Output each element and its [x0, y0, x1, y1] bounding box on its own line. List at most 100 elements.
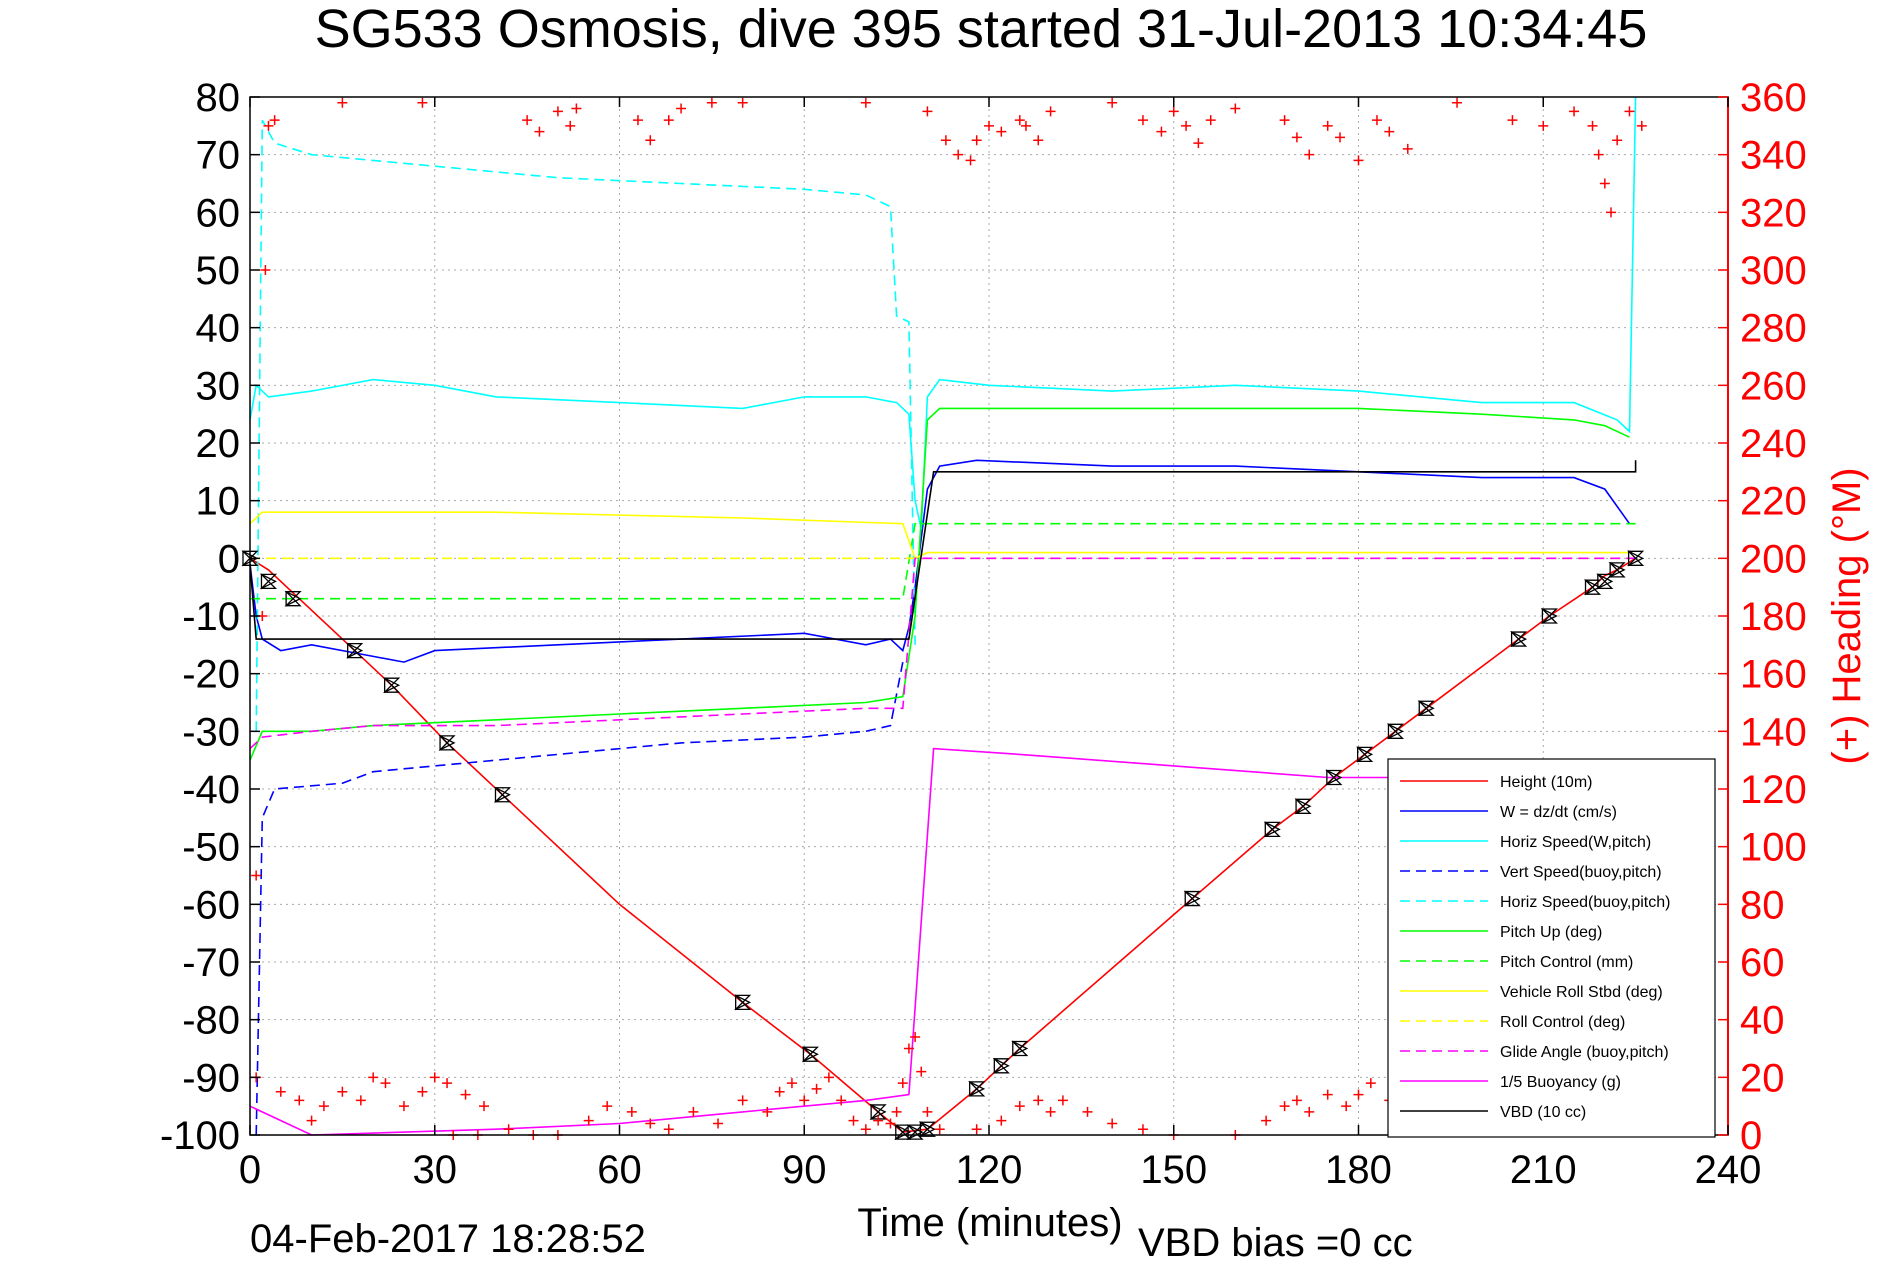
heading-point: [1402, 143, 1413, 154]
right-axis-label: (+) Heading (°M): [1825, 467, 1869, 764]
waypoint-marker: [1386, 723, 1405, 740]
legend-label: Glide Angle (buoy,pitch): [1500, 1044, 1669, 1061]
heading-point: [1033, 135, 1044, 146]
y-tick-label: -100: [160, 1114, 240, 1158]
heading-point: [417, 97, 428, 108]
waypoint-marker: [1583, 579, 1602, 596]
legend-box: [1387, 758, 1716, 1138]
series-line-6: [250, 522, 1636, 600]
legend-label: VBD (10 cc): [1500, 1104, 1586, 1121]
heading-point: [1230, 103, 1241, 114]
waypoint-marker: [346, 642, 364, 659]
waypoint-marker: [1263, 821, 1281, 838]
heading-point: [916, 1066, 927, 1077]
series-line-2: [249, 96, 1637, 530]
heading-point: [836, 1095, 847, 1106]
heading-point: [626, 1106, 637, 1117]
y2-tick-label: 260: [1740, 364, 1807, 408]
x-axis-ticks: 0 30 60 90 120 150 180 210 240: [239, 97, 1761, 1192]
y2-tick-label: 280: [1740, 307, 1807, 351]
series-line-10: [249, 747, 1636, 1136]
y-tick-label: -90: [182, 1056, 240, 1100]
x-axis-label: Time (minutes): [857, 1201, 1122, 1245]
heading-point: [1014, 115, 1025, 126]
heading-point: [971, 135, 982, 146]
heading-point: [1322, 120, 1333, 131]
heading-point: [965, 155, 976, 166]
y2-tick-label: 120: [1740, 768, 1807, 812]
y2-tick-label: 140: [1740, 710, 1807, 754]
y2-tick-label: 180: [1740, 595, 1807, 639]
heading-point: [337, 97, 348, 108]
heading-point: [1291, 1095, 1302, 1106]
heading-point: [984, 120, 994, 131]
waypoint-marker: [1011, 1040, 1029, 1057]
heading-point: [429, 1072, 440, 1083]
series-line-4: [255, 119, 916, 732]
heading-point: [534, 126, 545, 137]
heading-point: [460, 1089, 471, 1100]
heading-point: [1353, 1089, 1364, 1100]
right-axis-ticks: 0 20 40 60 80 100 120 140 160 180 200 220 240 260 280 3…: [1718, 76, 1807, 1158]
series-line-11: [249, 460, 1637, 640]
x-tick-label: 30: [413, 1148, 458, 1192]
heading-point: [663, 1124, 674, 1135]
legend-label: 1/5 Buoyancy (g): [1500, 1074, 1621, 1091]
heading-point: [503, 1124, 514, 1135]
waypoint-marker: [734, 994, 752, 1011]
heading-point: [1261, 1115, 1272, 1126]
heading-point: [762, 1106, 773, 1117]
waypoint-marker: [1540, 607, 1558, 625]
heading-point: [1569, 106, 1580, 117]
y2-tick-label: 340: [1740, 134, 1807, 178]
y-tick-label: 10: [196, 480, 241, 524]
y-tick-label: 30: [196, 364, 241, 408]
heading-point: [318, 1101, 329, 1112]
y-tick-label: 60: [196, 191, 241, 235]
heading-point: [910, 1031, 921, 1042]
y2-tick-label: 360: [1740, 76, 1807, 120]
heading-point: [260, 265, 271, 275]
heading-point: [1156, 126, 1167, 137]
waypoint-marker: [869, 1103, 887, 1120]
waypoint-marker: [1417, 700, 1435, 717]
heading-point: [1605, 207, 1616, 218]
heading-point: [1279, 1101, 1290, 1112]
y2-tick-label: 320: [1740, 191, 1807, 235]
x-tick-label: 0: [239, 1148, 261, 1192]
heading-point: [1168, 106, 1179, 117]
heading-point: [823, 1072, 834, 1083]
heading-point: [737, 1095, 748, 1106]
heading-point: [996, 1115, 1007, 1126]
x-tick-label: 180: [1325, 1148, 1392, 1192]
y-tick-label: 20: [196, 422, 241, 466]
heading-point: [1205, 115, 1216, 126]
heading-point: [860, 1124, 871, 1135]
heading-point: [1384, 126, 1395, 137]
heading-point: [940, 135, 951, 146]
y-tick-label: 40: [196, 307, 241, 351]
legend-label: Vert Speed(buoy,pitch): [1500, 864, 1662, 881]
heading-point: [934, 1124, 945, 1135]
heading-point: [774, 1086, 785, 1097]
heading-point: [1107, 97, 1118, 108]
heading-point: [294, 1095, 305, 1106]
heading-point: [1082, 1106, 1093, 1117]
heading-point: [1137, 1124, 1148, 1135]
series-line-1: [249, 459, 1631, 663]
heading-point: [632, 115, 643, 126]
y2-tick-label: 160: [1740, 653, 1807, 697]
heading-point: [663, 115, 674, 126]
heading-point: [676, 103, 687, 114]
heading-point: [368, 1072, 379, 1083]
chart-title: SG533 Osmosis, dive 395 started 31-Jul-2…: [315, 0, 1648, 59]
y-tick-label: 70: [196, 134, 241, 178]
heading-point: [922, 106, 933, 117]
heading-point: [706, 97, 717, 108]
heading-point: [1304, 149, 1315, 160]
heading-point: [1599, 178, 1610, 189]
heading-point: [417, 1086, 428, 1097]
heading-point: [1341, 1101, 1352, 1112]
y2-tick-label: 100: [1740, 826, 1807, 870]
series-line-9: [249, 557, 1636, 750]
